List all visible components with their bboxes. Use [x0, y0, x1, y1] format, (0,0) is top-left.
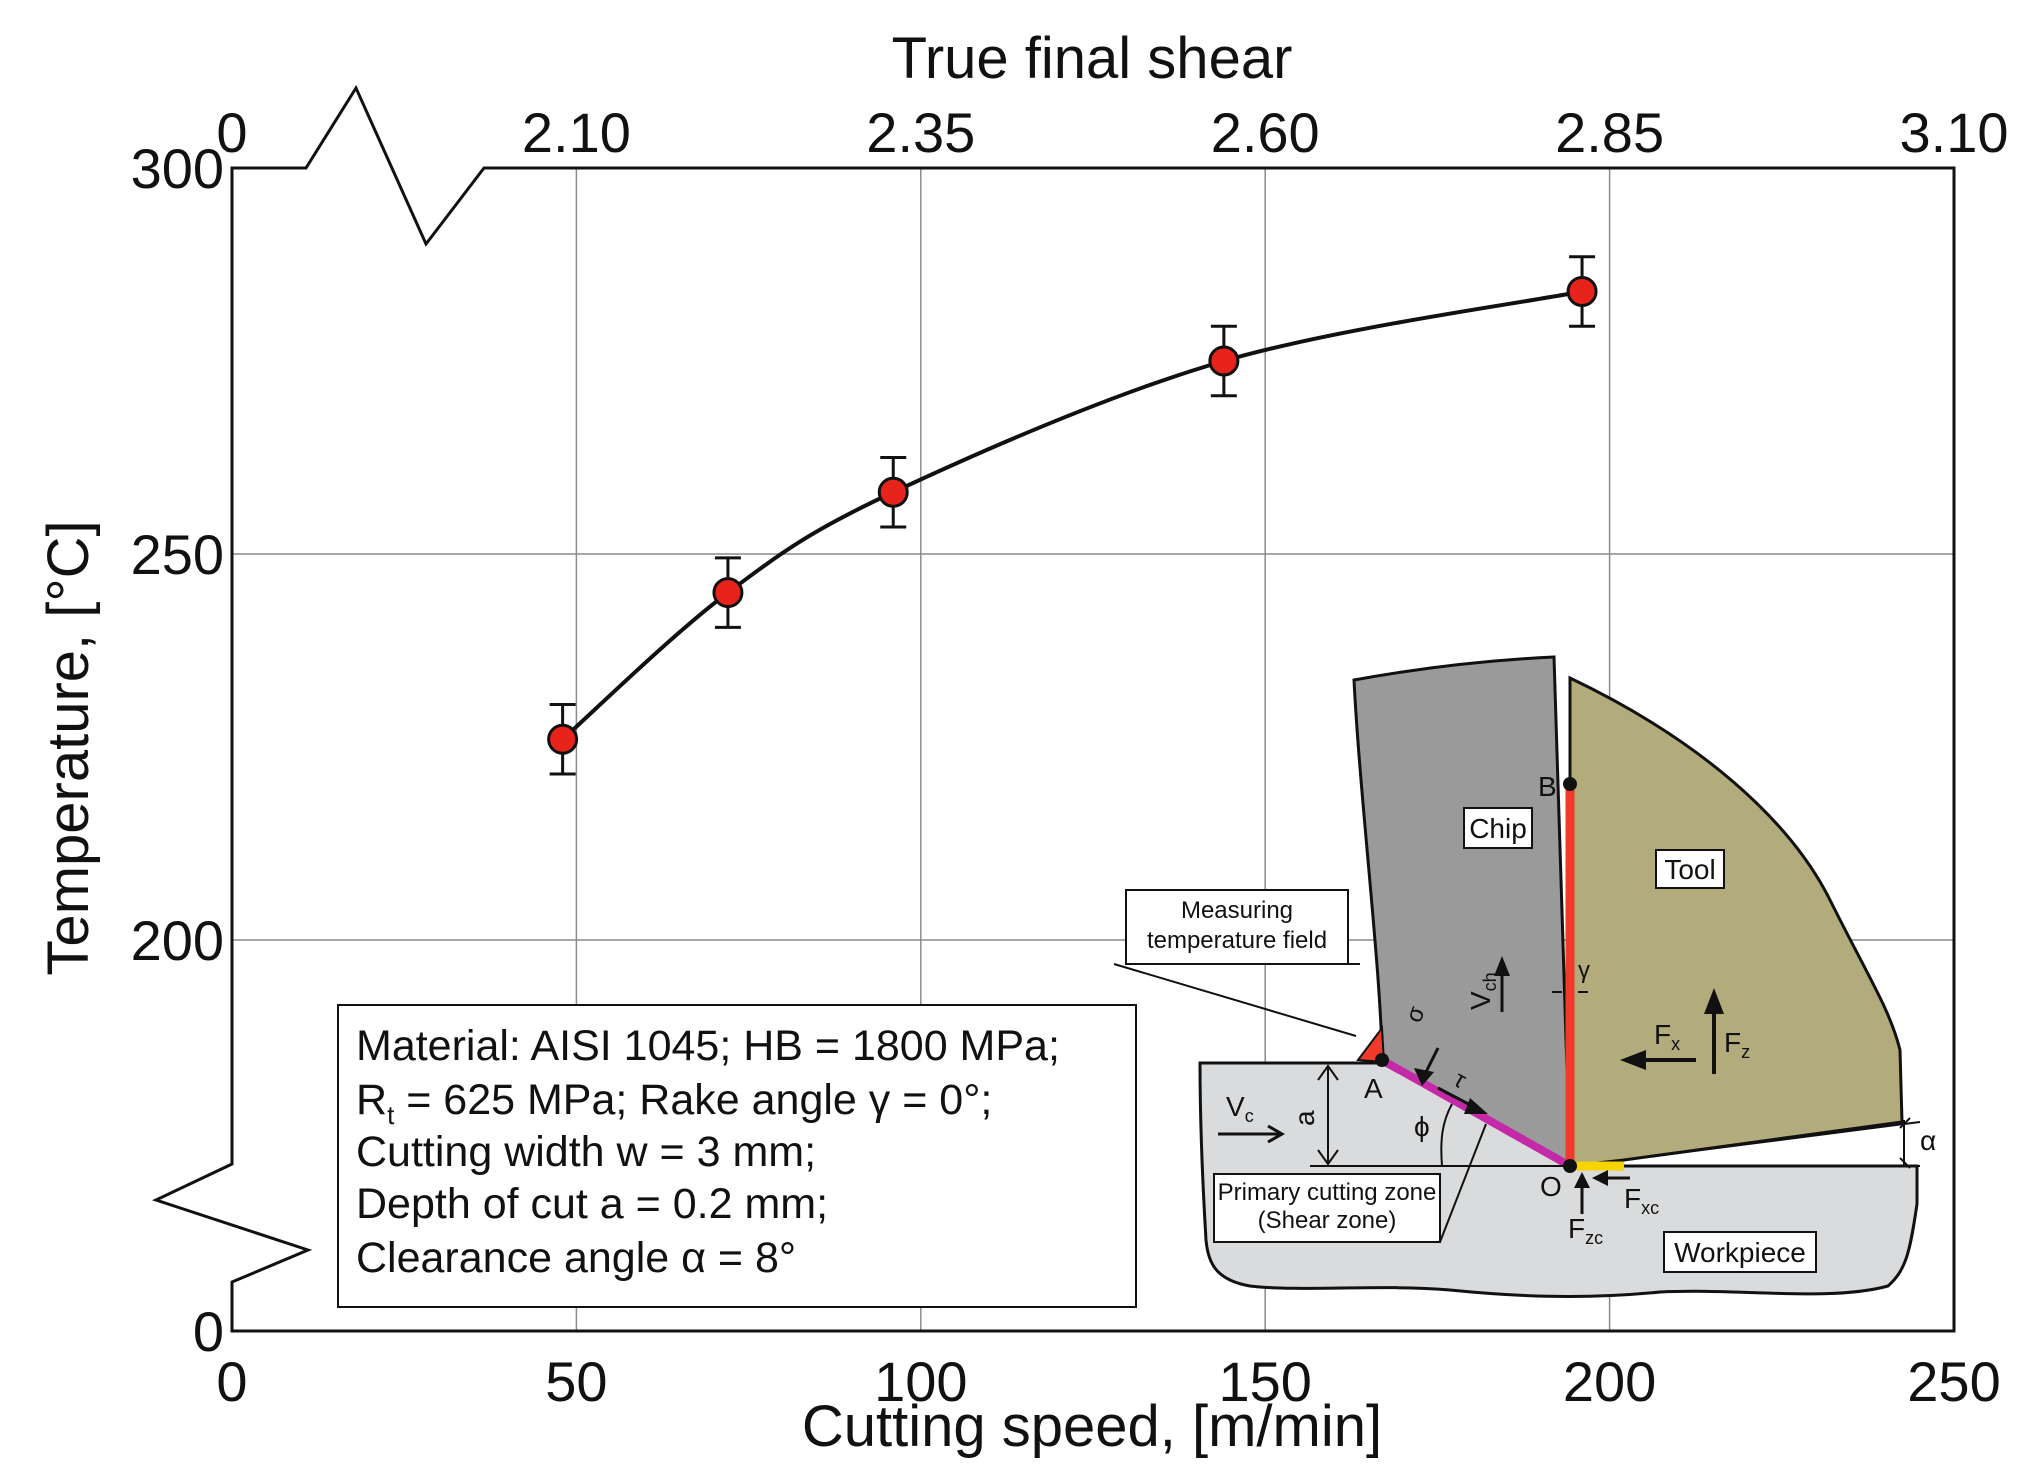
- fx-label: Fx: [1654, 1019, 1680, 1054]
- y-tick-label: 200: [131, 909, 224, 972]
- data-point: [877, 476, 909, 508]
- point-a-marker: [1375, 1053, 1389, 1067]
- cutting-diagram: Chip Tool Workpiece Measuring temperatur…: [1113, 655, 1936, 1298]
- y-tick-label: 250: [131, 523, 224, 586]
- measuring-zone: [1356, 1025, 1386, 1064]
- top-tick-label: 3.10: [1900, 101, 2009, 164]
- info-box: Material: AISI 1045; HB = 1800 MPa; Rt =…: [337, 1004, 1137, 1308]
- fzc-label: Fzc: [1568, 1213, 1603, 1248]
- point-b-marker: [1563, 777, 1577, 791]
- chip-label: Chip: [1469, 813, 1527, 844]
- top-tick-label: 2.35: [866, 101, 975, 164]
- axis-ticks: 0 50 100 150 200 250 0 2.10 2.35 2.60 2.85 3.10 0 200…: [131, 101, 2009, 1413]
- top-tick-label: 0: [216, 101, 247, 164]
- trend-curve: [561, 289, 1583, 741]
- phi-label: ϕ: [1414, 1111, 1430, 1142]
- plot-frame: [151, 84, 1956, 1333]
- data-point: [547, 723, 579, 755]
- data-point: [712, 577, 744, 609]
- y-tick-label: 300: [131, 137, 224, 200]
- top-tick-label: 2.10: [522, 101, 631, 164]
- alpha-label: α: [1920, 1125, 1936, 1156]
- x-tick-label: 100: [874, 1350, 967, 1413]
- info-line-1: Material: AISI 1045; HB = 1800 MPa;: [356, 1022, 1060, 1070]
- tool-shape: [1568, 675, 1904, 1168]
- tool-label: Tool: [1664, 854, 1715, 885]
- gamma-label: γ: [1578, 957, 1590, 984]
- info-line-3: Cutting width w = 3 mm;: [356, 1128, 816, 1176]
- point-b-label: B: [1538, 771, 1557, 802]
- vch-label: Vch: [1465, 972, 1500, 1010]
- measuring-label-line-1: Measuring: [1181, 897, 1293, 924]
- info-line-5: Clearance angle α = 8°: [356, 1234, 796, 1282]
- info-line-4: Depth of cut a = 0.2 mm;: [356, 1180, 828, 1228]
- top-tick-label: 2.85: [1555, 101, 1664, 164]
- info-line-2: Rt = 625 MPa; Rake angle γ = 0°;: [356, 1076, 992, 1130]
- data-points: [547, 255, 1598, 776]
- zone-label-line-1: Primary cutting zone: [1218, 1179, 1437, 1206]
- x-tick-label: 200: [1563, 1350, 1656, 1413]
- top-axis-title: True final shear: [892, 26, 1293, 91]
- y-axis-title: Temperature, [°C]: [36, 520, 101, 975]
- point-a-label: A: [1364, 1073, 1383, 1104]
- zone-label-line-2: (Shear zone): [1258, 1207, 1397, 1234]
- workpiece-label: Workpiece: [1674, 1237, 1806, 1268]
- measuring-label-line-2: temperature field: [1147, 927, 1327, 954]
- point-o-label: O: [1540, 1171, 1562, 1202]
- x-tick-label: 50: [545, 1350, 607, 1413]
- x-axis-title: Cutting speed, [m/min]: [802, 1394, 1382, 1459]
- fxc-label: Fxc: [1624, 1183, 1659, 1218]
- y-tick-label: 0: [193, 1300, 224, 1363]
- x-tick-label: 150: [1218, 1350, 1311, 1413]
- data-point: [1208, 345, 1240, 377]
- x-tick-label: 0: [216, 1350, 247, 1413]
- vc-label: Vc: [1226, 1091, 1254, 1126]
- data-point: [1566, 276, 1598, 308]
- x-tick-label: 250: [1907, 1350, 2000, 1413]
- depth-a-label: a: [1289, 1110, 1320, 1126]
- fz-label: Fz: [1724, 1027, 1750, 1062]
- top-tick-label: 2.60: [1211, 101, 1320, 164]
